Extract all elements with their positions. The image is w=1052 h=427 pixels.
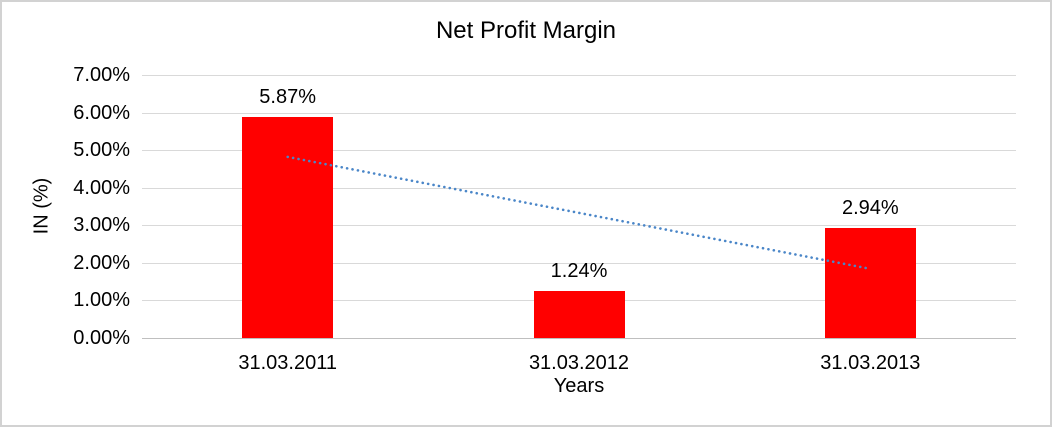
y-tick-label: 2.00% — [73, 251, 130, 274]
gridline — [142, 225, 1016, 227]
chart-title: Net Profit Margin — [435, 17, 617, 44]
x-axis-line — [142, 338, 1016, 339]
gridline — [142, 75, 1016, 76]
gridline — [142, 262, 1016, 264]
y-tick-label: 4.00% — [73, 176, 130, 199]
y-tick-label: 3.00% — [73, 214, 130, 237]
trendline — [286, 155, 872, 271]
y-tick-label: 6.00% — [73, 101, 130, 124]
bar-data-label: 1.24% — [550, 260, 608, 283]
bar-data-label: 5.87% — [259, 86, 317, 109]
x-axis-title: Years — [553, 375, 605, 397]
x-tick-label: 31.03.2013 — [820, 352, 921, 374]
bar-31.03.2012 — [533, 291, 625, 338]
y-tick-label: 5.00% — [73, 139, 130, 162]
bar-data-label: 2.94% — [841, 196, 899, 219]
plot-area: 5.87% 1.24% 2.94% — [142, 75, 1016, 339]
y-tick-label: 0.00% — [73, 327, 130, 349]
bar-31.03.2011 — [242, 117, 334, 338]
x-tick-label: 31.03.2012 — [528, 352, 630, 374]
y-tick-label: 1.00% — [73, 289, 130, 312]
gridline — [142, 112, 1016, 114]
gridline — [142, 187, 1016, 189]
y-tick-label: 7.00% — [73, 64, 130, 86]
trendline-layer — [286, 155, 872, 271]
x-tick-label: 31.03.2011 — [238, 352, 337, 374]
gridline — [142, 150, 1016, 152]
bar-31.03.2013 — [824, 227, 916, 338]
